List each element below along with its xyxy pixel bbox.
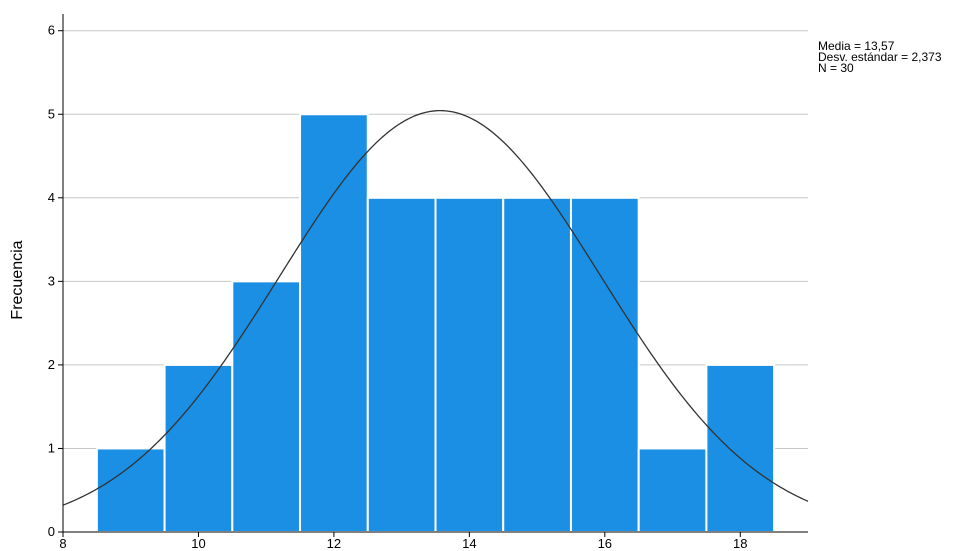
- y-tick-label: 3: [48, 273, 55, 288]
- y-tick-label: 4: [48, 190, 55, 205]
- axes: [58, 14, 808, 537]
- x-tick-label: 18: [733, 536, 747, 551]
- normal-curve: [62, 109, 809, 506]
- stats-box: Media = 13,57 Desv. estándar = 2,373 N =…: [818, 39, 942, 75]
- histogram-bar: [366, 196, 437, 533]
- x-tick-label: 10: [191, 536, 205, 551]
- histogram-bar: [95, 447, 166, 533]
- y-tick-label: 2: [48, 357, 55, 372]
- y-tick-label: 0: [48, 524, 55, 539]
- sd-label: Desv. estándar = 2,373: [818, 50, 942, 64]
- mean-label: Media = 13,57: [818, 39, 895, 53]
- histogram-bar: [705, 363, 776, 533]
- histogram-bar: [569, 196, 640, 533]
- y-tick-label: 1: [48, 440, 55, 455]
- histogram-bar: [163, 363, 234, 533]
- histogram-bar: [637, 447, 708, 533]
- histogram-bar: [502, 196, 572, 533]
- n-label: N = 30: [818, 61, 854, 75]
- histogram-bars: [95, 113, 776, 534]
- x-tick-label: 12: [327, 536, 341, 551]
- x-tick-label: 8: [59, 536, 66, 551]
- histogram-bar: [231, 280, 302, 533]
- y-axis-label: Frecuencia: [9, 240, 26, 319]
- y-tick-label: 5: [48, 106, 55, 121]
- x-tick-label: 16: [598, 536, 612, 551]
- y-tick-label: 6: [48, 23, 55, 38]
- x-tick-label: 14: [462, 536, 476, 551]
- histogram-bar: [299, 113, 369, 534]
- histogram-bar: [434, 196, 505, 533]
